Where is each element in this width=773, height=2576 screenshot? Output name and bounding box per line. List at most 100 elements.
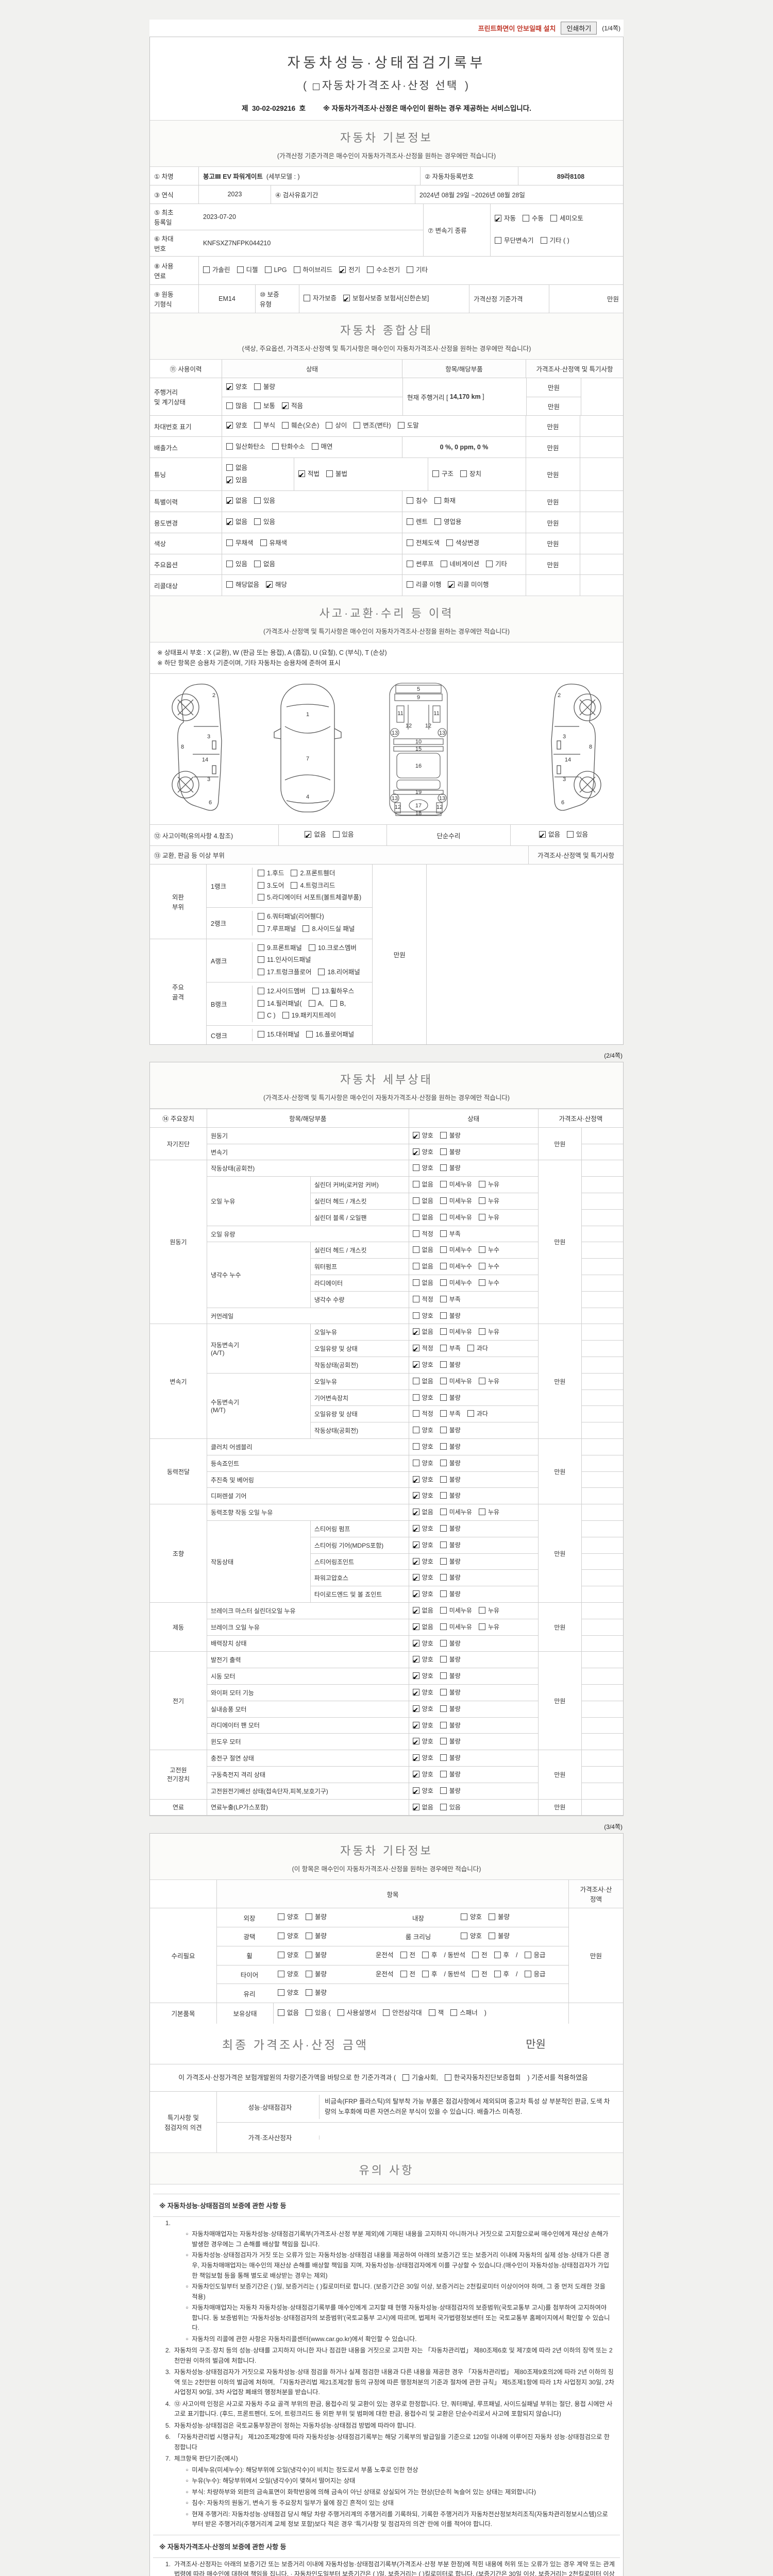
checkbox-option[interactable]: 누유 [478,1326,499,1338]
checkbox-icon[interactable] [495,213,501,227]
checkbox-icon[interactable] [306,1913,313,1921]
checkbox-icon[interactable] [412,1263,419,1270]
checkbox-option[interactable]: 없음 [412,1179,433,1191]
checkbox-option[interactable]: 없음 [305,829,326,843]
checkbox-option[interactable]: 미세누유 [440,1376,472,1387]
checkbox-icon[interactable] [400,1970,407,1977]
checkbox-icon[interactable] [203,266,210,274]
checkbox-option[interactable]: 미세누수 [440,1261,472,1273]
checkbox-icon[interactable] [478,1263,485,1270]
checkbox-icon[interactable] [226,581,233,588]
checkbox-icon[interactable] [478,1246,485,1253]
checkbox-icon[interactable] [400,1951,407,1958]
checkbox-icon[interactable] [440,1476,447,1483]
checkbox-option[interactable]: 양호 [412,1310,433,1322]
checkbox-option[interactable]: 양호 [412,1425,433,1436]
checkbox-option[interactable]: 양호 [412,1752,433,1766]
checkbox-option[interactable]: 후 [494,1950,509,1962]
checkbox-option[interactable]: 불량 [440,1638,461,1650]
checkbox-option[interactable]: 양호 [412,1769,433,1783]
checkbox-icon[interactable] [254,518,261,526]
checkbox-option[interactable]: 하이브리드 [293,264,332,277]
checkbox-icon[interactable] [412,1279,419,1286]
checkbox-icon[interactable] [428,2009,435,2016]
checkbox-icon[interactable] [266,579,273,593]
checkbox-option[interactable]: C ) [258,1010,276,1022]
checkbox-option[interactable]: 스패너 [450,2007,478,2020]
checkbox-option[interactable]: 화재 [434,495,456,507]
checkbox-option[interactable]: 양호 [412,1523,433,1537]
checkbox-option[interactable]: 누유 [478,1506,499,1518]
checkbox-option[interactable]: 불량 [440,1654,461,1666]
checkbox-option[interactable]: 양호 [226,420,247,434]
checkbox-icon[interactable] [440,1246,447,1253]
checkbox-icon[interactable] [258,987,264,994]
checkbox-option[interactable]: 있음 ( [306,2007,331,2020]
checkbox-option[interactable]: 양호 [278,1950,299,1962]
checkbox-option[interactable]: B, [330,998,346,1010]
checkbox-icon[interactable] [306,2009,313,2016]
checkbox-option[interactable]: 수동 [523,213,544,225]
checkbox-icon[interactable] [407,560,413,567]
checkbox-icon[interactable] [258,999,264,1007]
checkbox-option[interactable]: 불량 [440,1458,461,1469]
checkbox-icon[interactable] [440,1623,447,1630]
checkbox-icon[interactable] [254,497,261,504]
checkbox-icon[interactable] [440,1787,447,1794]
checkbox-icon[interactable] [258,1031,264,1038]
checkbox-icon[interactable] [291,869,298,876]
checkbox-icon[interactable] [434,497,442,504]
checkbox-option[interactable]: 없음 [412,1621,433,1635]
checkbox-icon[interactable] [440,1754,447,1761]
checkbox-icon[interactable] [407,266,414,274]
checkbox-icon[interactable] [412,1752,419,1766]
checkbox-icon[interactable] [306,1970,313,1977]
checkbox-icon[interactable] [460,470,467,477]
checkbox-icon[interactable] [567,831,574,838]
checkbox-icon[interactable] [440,1672,447,1680]
checkbox-option[interactable]: 양호 [412,1146,433,1160]
checkbox-icon[interactable] [254,560,261,567]
checkbox-option[interactable]: 보통 [254,400,275,413]
checkbox-option[interactable]: 양호 [412,1359,433,1373]
checkbox-option[interactable]: 도말 [397,420,419,432]
checkbox-option[interactable]: 영업용 [434,516,462,529]
checkbox-icon[interactable] [258,944,264,951]
checkbox-icon[interactable] [258,969,264,976]
checkbox-icon[interactable] [291,882,298,889]
checkbox-option[interactable]: 9.프론트패널 [258,942,302,955]
checkbox-icon[interactable] [444,2074,451,2081]
checkbox-option[interactable]: 없음 [412,1244,433,1256]
checkbox-option[interactable]: 세미오토 [550,213,583,225]
checkbox-icon[interactable] [407,497,413,504]
checkbox-option[interactable]: 없음 [412,1605,433,1619]
checkbox-icon[interactable] [278,1933,284,1940]
checkbox-icon[interactable] [412,1359,419,1373]
checkbox-icon[interactable] [308,944,315,951]
checkbox-option[interactable]: 5.라디에이터 서포트(볼트체결부품) [258,892,361,904]
checkbox-icon[interactable] [450,2009,458,2016]
checkbox-option[interactable]: 양호 [412,1474,433,1487]
checkbox-option[interactable]: 불량 [440,1769,461,1781]
checkbox-option[interactable]: 상이 [326,420,347,432]
checkbox-icon[interactable] [440,1377,447,1384]
checkbox-option[interactable]: 누유 [478,1179,499,1191]
checkbox-option[interactable]: 양호 [278,1911,299,1924]
checkbox-option[interactable]: 누유 [478,1212,499,1224]
checkbox-icon[interactable] [397,422,405,429]
checkbox-icon[interactable] [258,882,264,889]
checkbox-icon[interactable] [226,381,233,395]
checkbox-option[interactable]: 기술사회, [402,2072,438,2084]
checkbox-icon[interactable] [298,468,305,482]
checkbox-icon[interactable] [440,1590,447,1598]
checkbox-option[interactable]: 누수 [478,1277,499,1289]
checkbox-option[interactable]: 양호 [461,1911,482,1924]
checkbox-option[interactable]: 2.프론트휀더 [291,868,335,880]
checkbox-icon[interactable] [226,560,233,567]
checkbox-option[interactable]: 양호 [412,1392,433,1404]
checkbox-icon[interactable] [440,1427,447,1434]
checkbox-option[interactable]: 적음 [282,400,303,414]
checkbox-option[interactable]: 없음 [412,1802,433,1815]
checkbox-icon[interactable] [254,422,261,429]
checkbox-option[interactable]: 과다 [467,1343,488,1354]
